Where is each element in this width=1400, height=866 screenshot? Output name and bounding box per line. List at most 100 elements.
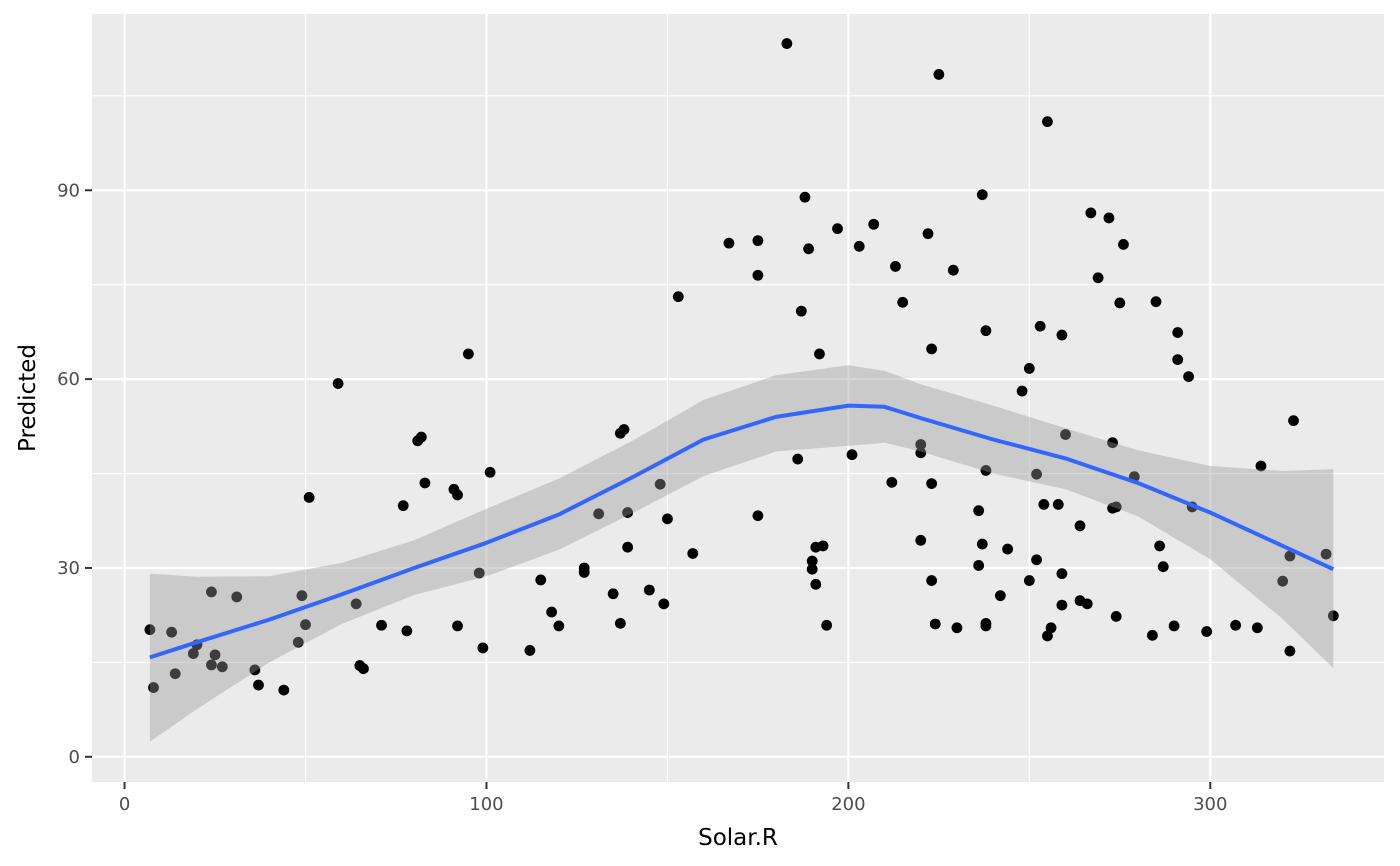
minor-gridlines	[92, 14, 1384, 782]
data-point	[1103, 212, 1115, 224]
data-point	[452, 489, 463, 501]
data-point	[1056, 568, 1068, 580]
data-point	[1157, 561, 1169, 573]
data-point	[1060, 429, 1071, 440]
data-point	[622, 541, 634, 553]
data-point	[1201, 626, 1213, 637]
data-point	[206, 659, 217, 671]
data-point	[1042, 116, 1053, 128]
data-point	[723, 237, 735, 249]
data-point	[1114, 297, 1126, 309]
data-point	[922, 228, 934, 240]
data-point	[1023, 363, 1035, 374]
data-point	[1092, 272, 1104, 284]
data-point	[947, 264, 959, 276]
data-point	[614, 617, 626, 629]
data-point	[1074, 520, 1086, 532]
data-point	[1016, 385, 1028, 397]
data-point	[814, 348, 825, 360]
data-point	[662, 513, 673, 525]
data-point	[654, 478, 666, 490]
data-point	[216, 661, 228, 673]
x-axis-title: Solar.R	[698, 825, 778, 851]
data-point	[292, 636, 304, 648]
data-point	[1034, 320, 1046, 332]
data-point	[231, 591, 243, 603]
data-point	[853, 240, 865, 252]
data-point	[980, 620, 992, 632]
data-point	[1056, 329, 1068, 341]
data-point	[296, 590, 308, 602]
data-point	[672, 291, 684, 303]
data-point	[1172, 354, 1184, 365]
data-point	[1284, 645, 1296, 657]
data-point	[926, 478, 938, 490]
data-point	[1320, 548, 1332, 560]
data-point	[915, 439, 927, 450]
data-point	[799, 191, 811, 203]
data-point	[846, 449, 858, 461]
data-point	[926, 343, 938, 355]
x-tick-label: 100	[469, 794, 503, 815]
data-point	[933, 69, 945, 80]
smooth-line	[149, 403, 1335, 660]
data-point	[832, 223, 843, 235]
data-point	[1118, 239, 1129, 250]
data-point	[350, 598, 362, 610]
data-point	[886, 476, 898, 488]
x-axis-ticks: 0 100 200 300	[119, 782, 1227, 815]
data-point	[973, 560, 985, 571]
data-point	[1168, 620, 1180, 632]
data-point	[792, 453, 804, 465]
data-point	[1255, 460, 1267, 472]
confidence-band-layer	[149, 365, 1334, 742]
data-point	[169, 668, 181, 680]
data-point	[1107, 437, 1118, 449]
data-point	[915, 534, 927, 546]
data-point	[806, 555, 818, 567]
data-point	[781, 38, 793, 49]
data-point	[868, 218, 880, 230]
data-point	[1172, 327, 1184, 338]
data-point	[1150, 296, 1162, 308]
data-point	[890, 261, 901, 272]
data-point	[795, 305, 807, 317]
data-point	[1085, 207, 1097, 219]
data-point	[1023, 575, 1035, 586]
data-point	[524, 645, 536, 656]
data-point	[1110, 611, 1122, 622]
data-point	[148, 682, 159, 693]
data-point	[1154, 540, 1166, 552]
smooth-line-layer	[149, 403, 1335, 660]
x-tick-label: 0	[119, 794, 130, 815]
plot-panel	[92, 14, 1384, 782]
data-point	[419, 477, 431, 489]
data-point	[1052, 498, 1064, 510]
data-point	[976, 538, 988, 550]
data-point	[976, 189, 988, 201]
data-point	[1288, 415, 1299, 427]
data-point	[1277, 575, 1289, 587]
data-point	[415, 431, 427, 443]
x-tick-label: 300	[1193, 794, 1227, 815]
data-point	[358, 663, 369, 675]
data-point	[1251, 622, 1263, 634]
data-point	[1081, 598, 1093, 610]
data-point	[376, 619, 387, 631]
data-point	[144, 624, 156, 636]
data-point	[477, 642, 489, 654]
data-point	[249, 664, 261, 676]
data-point	[980, 325, 992, 337]
data-point	[332, 378, 344, 389]
data-point	[1002, 543, 1014, 555]
data-point	[166, 626, 178, 638]
data-point	[553, 620, 565, 632]
data-point	[980, 464, 992, 476]
y-tick-label: 30	[57, 558, 80, 579]
data-point	[1284, 550, 1296, 562]
data-point	[253, 679, 264, 691]
data-point	[187, 648, 199, 659]
data-point	[1031, 468, 1042, 480]
major-gridlines	[92, 14, 1384, 782]
